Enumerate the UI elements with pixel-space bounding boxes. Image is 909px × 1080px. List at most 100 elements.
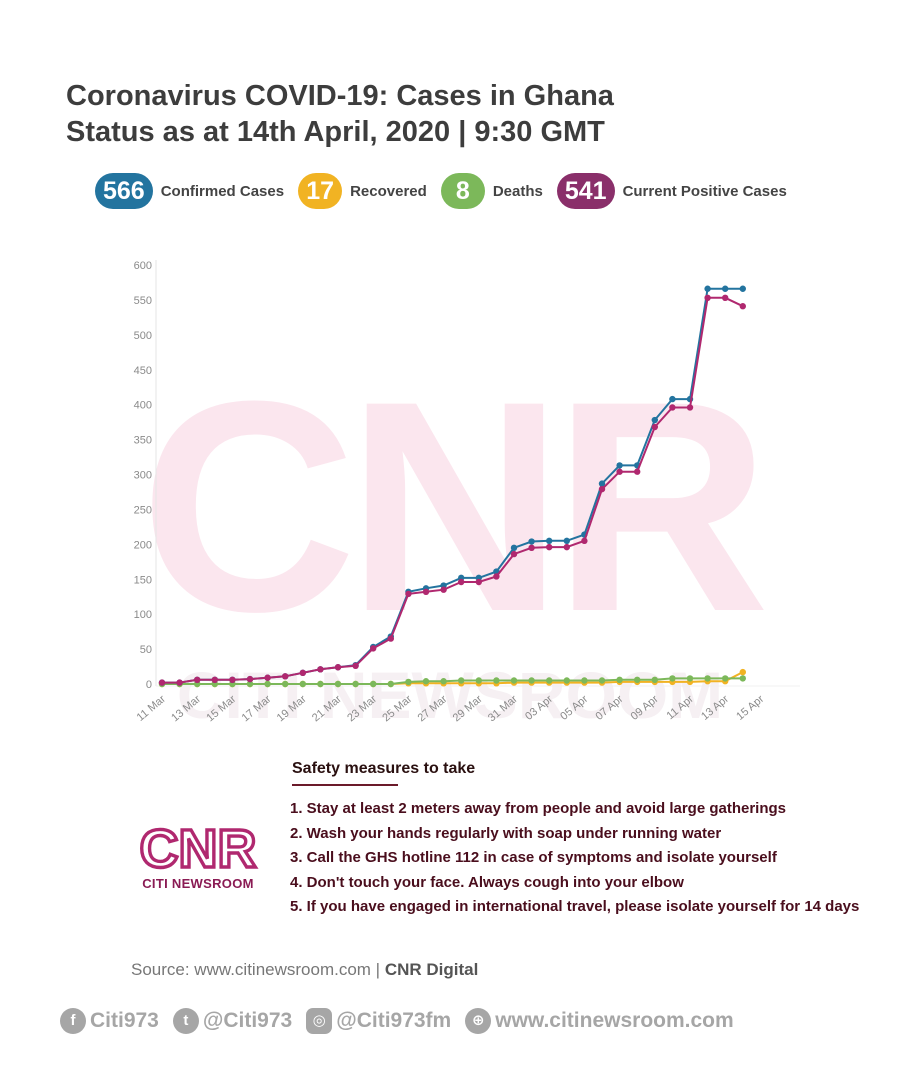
source-brand: CNR Digital bbox=[384, 960, 479, 979]
current-positive-cases-point bbox=[581, 537, 588, 545]
confirmed-cases-point bbox=[651, 416, 658, 424]
instagram-icon: ◎ bbox=[306, 1008, 333, 1034]
current-positive-label: Current Positive Cases bbox=[622, 182, 787, 200]
current-positive-cases-point bbox=[176, 679, 183, 686]
watermark-subtitle: CITI NEWSROOM bbox=[177, 658, 723, 732]
deaths-point bbox=[528, 677, 535, 684]
watermark-mark: CNR bbox=[140, 338, 764, 674]
current-positive-cases-point bbox=[334, 664, 342, 671]
y-tick-label: 200 bbox=[134, 539, 152, 551]
deaths-point bbox=[634, 676, 641, 684]
deaths-point bbox=[651, 676, 658, 684]
cnr-logo: CNR CITI NEWSROOM bbox=[136, 822, 260, 891]
cnr-logo-mark: CNR bbox=[138, 822, 258, 872]
current-positive-cases-point bbox=[528, 544, 535, 552]
current-positive-cases-point bbox=[387, 635, 394, 642]
deaths-point bbox=[686, 675, 694, 682]
deaths-line bbox=[162, 677, 743, 685]
y-tick-label: 350 bbox=[134, 435, 152, 447]
y-tick-label: 500 bbox=[134, 330, 152, 342]
website-link: www.citinewsroom.com bbox=[495, 1009, 734, 1032]
recovered-label: Recovered bbox=[350, 182, 427, 200]
current-positive-cases-point bbox=[493, 573, 500, 580]
y-tick-label: 50 bbox=[140, 644, 152, 656]
globe-icon: ⊕ bbox=[465, 1008, 492, 1034]
y-tick-label: 550 bbox=[134, 295, 152, 307]
current-positive-cases-point bbox=[546, 543, 553, 551]
deaths-point bbox=[387, 680, 394, 688]
current-positive-cases-point bbox=[370, 645, 377, 652]
current-positive-cases-point bbox=[616, 468, 623, 475]
y-tick-label: 300 bbox=[134, 470, 152, 482]
current-positive-cases-point bbox=[405, 590, 412, 598]
stat-recovered: 17 Recovered bbox=[298, 173, 427, 209]
facebook-icon: f bbox=[60, 1008, 86, 1034]
deaths-point bbox=[334, 680, 342, 688]
instagram-handle: @Citi973fm bbox=[336, 1009, 452, 1032]
deaths-point bbox=[546, 677, 553, 684]
deaths-count-badge: 8 bbox=[440, 173, 485, 209]
deaths-point bbox=[510, 677, 518, 684]
y-tick-label: 100 bbox=[134, 609, 152, 621]
logo-subtitle: CITI NEWSROOM bbox=[142, 876, 254, 891]
current-positive-cases-point bbox=[211, 676, 218, 684]
deaths-point bbox=[704, 675, 711, 682]
current-positive-cases-point bbox=[563, 543, 570, 551]
current-positive-cases-point bbox=[229, 676, 236, 684]
confirmed-cases-point bbox=[563, 537, 570, 545]
page-title: Coronavirus COVID-19: Cases in Ghana Sta… bbox=[66, 78, 614, 150]
deaths-point bbox=[299, 680, 306, 688]
stat-confirmed: 566 Confirmed Cases bbox=[95, 173, 284, 209]
social-twitter[interactable]: t @Citi973 bbox=[172, 1008, 293, 1034]
source-line: Source: www.citinewsroom.com | CNR Digit… bbox=[131, 960, 478, 980]
deaths-point bbox=[440, 678, 447, 685]
deaths-point bbox=[246, 680, 254, 688]
current-positive-cases-point bbox=[317, 666, 324, 673]
social-website[interactable]: ⊕ www.citinewsroom.com bbox=[465, 1008, 734, 1034]
source-prefix: Source: www.citinewsroom.com | bbox=[131, 960, 385, 979]
safety-title: Safety measures to take bbox=[292, 760, 476, 777]
current-positive-cases-point bbox=[686, 404, 694, 411]
current-positive-cases-point bbox=[264, 674, 271, 681]
stat-deaths: 8 Deaths bbox=[440, 173, 543, 209]
current-positive-cases-point bbox=[194, 676, 201, 684]
current-positive-cases-line bbox=[162, 296, 744, 684]
y-tick-label: 400 bbox=[134, 400, 152, 412]
deaths-point bbox=[581, 677, 588, 684]
current-positive-cases-point bbox=[299, 669, 306, 677]
facebook-handle: Citi973 bbox=[90, 1009, 159, 1032]
stat-current-positive: 541 Current Positive Cases bbox=[556, 173, 787, 209]
confirmed-cases-point bbox=[669, 395, 676, 403]
deaths-point bbox=[598, 677, 606, 684]
stats-bar: 566 Confirmed Cases 17 Recovered 8 Death… bbox=[95, 172, 801, 210]
deaths-point bbox=[563, 677, 570, 684]
x-tick-label: 15 Apr bbox=[734, 693, 766, 723]
social-facebook[interactable]: f Citi973 bbox=[60, 1008, 159, 1034]
confirmed-cases-point bbox=[616, 462, 623, 469]
y-tick-label: 600 bbox=[134, 260, 152, 272]
current-positive-cases-point bbox=[475, 578, 482, 586]
deaths-point bbox=[616, 676, 623, 684]
safety-heading: Safety measures to take bbox=[292, 760, 475, 786]
deaths-point bbox=[370, 680, 377, 688]
confirmed-cases-point bbox=[739, 285, 746, 292]
confirmed-cases-point bbox=[722, 285, 729, 292]
current-positive-count-badge: 541 bbox=[556, 173, 615, 209]
y-tick-label: 0 bbox=[146, 679, 152, 691]
safety-item: 4. Don't touch your face. Always cough i… bbox=[290, 873, 684, 891]
deaths-point bbox=[475, 677, 482, 684]
y-tick-label: 450 bbox=[134, 365, 152, 377]
current-positive-cases-point bbox=[246, 675, 254, 683]
confirmed-count-badge: 566 bbox=[95, 173, 153, 209]
deaths-point bbox=[317, 680, 324, 688]
current-positive-cases-point bbox=[282, 673, 289, 680]
deaths-point bbox=[739, 675, 746, 682]
social-instagram[interactable]: ◎ @Citi973fm bbox=[306, 1008, 451, 1034]
current-positive-cases-point bbox=[440, 586, 447, 593]
title-line-2: Status as at 14th April, 2020 | 9:30 GMT bbox=[66, 116, 605, 148]
current-positive-cases-point bbox=[422, 588, 430, 596]
confirmed-label: Confirmed Cases bbox=[160, 182, 285, 200]
twitter-handle: @Citi973 bbox=[202, 1009, 293, 1032]
